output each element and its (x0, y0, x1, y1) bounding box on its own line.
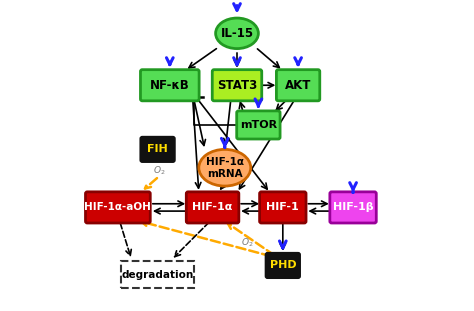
Text: HIF-1α
mRNA: HIF-1α mRNA (206, 157, 244, 179)
FancyBboxPatch shape (276, 70, 320, 101)
Text: HIF-1β: HIF-1β (333, 202, 374, 212)
Text: HIF-1: HIF-1 (266, 202, 299, 212)
FancyBboxPatch shape (212, 70, 262, 101)
FancyBboxPatch shape (260, 192, 306, 223)
FancyBboxPatch shape (121, 261, 194, 288)
Text: $O_2$: $O_2$ (241, 237, 254, 249)
Text: IL-15: IL-15 (220, 27, 254, 40)
Text: AKT: AKT (285, 79, 311, 92)
Ellipse shape (216, 18, 258, 49)
Text: HIF-1α: HIF-1α (192, 202, 233, 212)
Ellipse shape (199, 149, 251, 186)
FancyBboxPatch shape (85, 192, 150, 223)
FancyBboxPatch shape (237, 111, 280, 139)
Text: HIF-1α-aOH: HIF-1α-aOH (84, 202, 151, 212)
Text: FIH: FIH (147, 144, 168, 154)
FancyBboxPatch shape (140, 70, 199, 101)
Text: mTOR: mTOR (240, 120, 277, 130)
Text: degradation: degradation (121, 270, 194, 280)
FancyBboxPatch shape (186, 192, 239, 223)
Text: STAT3: STAT3 (217, 79, 257, 92)
Text: NF-κB: NF-κB (150, 79, 190, 92)
Text: $O_2$: $O_2$ (153, 165, 165, 177)
Text: PHD: PHD (270, 260, 296, 271)
FancyBboxPatch shape (266, 253, 300, 278)
FancyBboxPatch shape (140, 137, 175, 162)
FancyBboxPatch shape (330, 192, 376, 223)
